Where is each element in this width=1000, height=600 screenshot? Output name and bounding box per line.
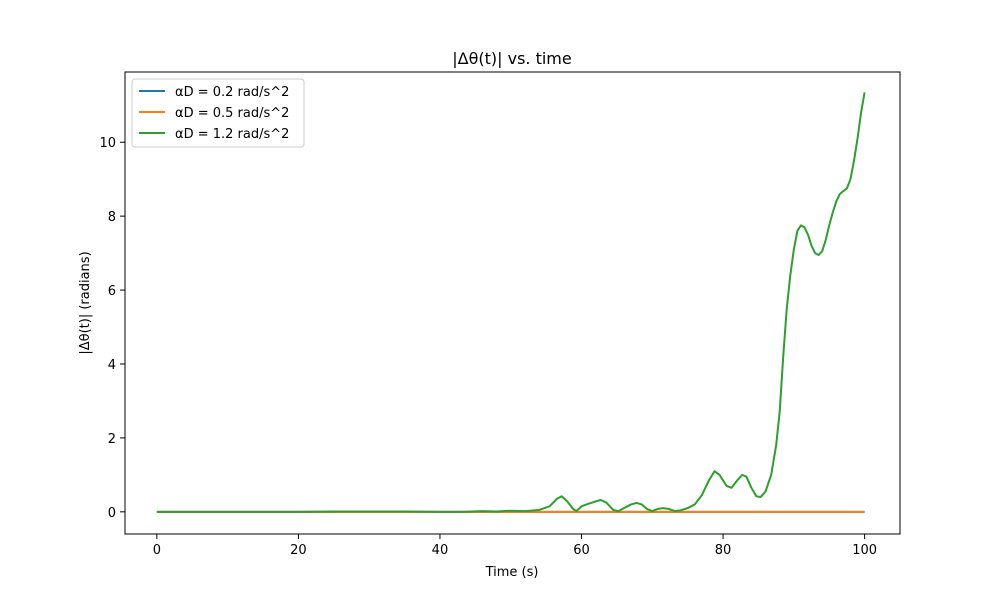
plot-frame — [124, 71, 901, 535]
x-tick-label: 100 — [852, 543, 877, 558]
x-tick-label: 20 — [290, 543, 307, 558]
y-axis-label: |Δθ(t)| (radians) — [78, 251, 93, 354]
legend-label-2: αD = 1.2 rad/s^2 — [175, 127, 289, 142]
legend-label-0: αD = 0.2 rad/s^2 — [175, 85, 289, 100]
x-tick-label: 80 — [715, 543, 732, 558]
chart-title: |Δθ(t)| vs. time — [452, 49, 571, 68]
legend: αD = 0.2 rad/s^2 αD = 0.5 rad/s^2 αD = 1… — [131, 78, 305, 148]
x-axis-label: Time (s) — [485, 565, 539, 580]
y-axis: 0 2 4 6 8 10 — [99, 136, 125, 521]
series-line-2 — [156, 92, 866, 513]
x-tick-label: 0 — [153, 543, 161, 558]
series-layer — [156, 92, 866, 513]
y-tick-label: 4 — [108, 358, 116, 373]
y-tick-label: 0 — [108, 506, 116, 521]
y-tick-label: 10 — [99, 136, 116, 151]
x-axis: 0 20 40 60 80 100 — [153, 534, 877, 558]
x-tick-label: 40 — [432, 543, 449, 558]
y-tick-label: 6 — [108, 284, 116, 299]
legend-label-1: αD = 0.5 rad/s^2 — [175, 106, 289, 121]
legend-box — [131, 78, 305, 148]
y-tick-label: 8 — [108, 210, 116, 225]
y-tick-label: 2 — [108, 432, 116, 447]
x-tick-label: 60 — [573, 543, 590, 558]
